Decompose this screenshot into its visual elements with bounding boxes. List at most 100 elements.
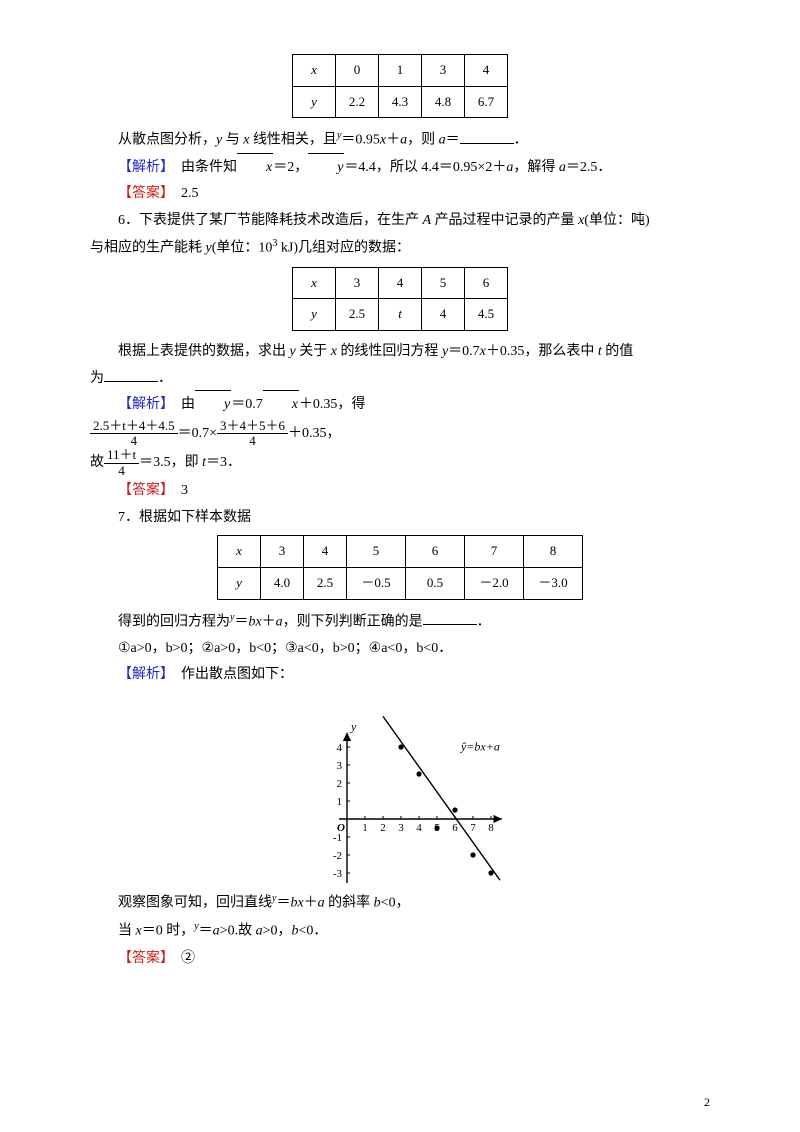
q5-table: x 0 1 3 4 y 2.2 4.3 4.8 6.7 [292,54,508,118]
text: 得到的回归方程为 [118,614,230,629]
text: 故 [90,455,104,470]
text: ＝3． [206,455,241,470]
text: ，则 [407,133,439,148]
text: >0.故 [220,924,256,939]
svg-text:2: 2 [337,778,343,790]
text: ＝4.4，所以 4.4＝0.95×2＋ [344,160,506,175]
cell: 4 [379,267,422,299]
cell: x [293,55,336,87]
text: ＝ [446,133,460,148]
cell: 0 [336,55,379,87]
svg-text:3: 3 [398,822,404,834]
text: ＋0.35，那么表中 [486,344,598,359]
svg-text:4: 4 [416,822,422,834]
text: 根据上表提供的数据，求出 [118,344,290,359]
cell: 4.3 [379,86,422,118]
q6-table: x 3 4 5 6 y 2.5 t 4 4.5 [292,267,508,331]
svg-text:2: 2 [380,822,386,834]
cell: 8 [524,536,583,568]
page-number: 2 [704,1091,710,1114]
q6-jx-2: 2.5＋t＋4＋4.54＝0.7×3＋4＋5＋64＋0.35， [90,419,710,449]
text: ＋0.35，得 [299,397,366,412]
cell: 6 [406,536,465,568]
text: ＋0.35， [288,426,341,441]
svg-text:-3: -3 [333,868,343,880]
text: 当 [118,924,136,939]
q7-post2: 当 x＝0 时，y＝a>0.故 a>0，b<0． [90,917,710,945]
text: 从散点图分析， [118,133,216,148]
text: ＝ [234,614,248,629]
q6-after-2: 为． [90,366,710,393]
cell: 0.5 [406,567,465,599]
text: 关于 [296,344,331,359]
svg-text:ŷ=bx+a: ŷ=bx+a [460,740,500,754]
svg-text:6: 6 [452,822,458,834]
text: 与相应的生产能耗 [90,241,206,256]
num: 7． [118,510,139,525]
svg-text:-2: -2 [333,850,342,862]
text: ＝ [199,924,213,939]
cell: －0.5 [347,567,406,599]
scatter-chart: 123456781234-1-2-3Oxyŷ=bx+a [295,693,505,883]
q6-jx-3: 故11＋t4＝3.5，即 t＝3． [90,448,710,478]
text: ． [477,614,491,629]
answer-blank [423,610,477,625]
analysis-tag: 【解析】 [118,160,167,175]
fraction: 2.5＋t＋4＋4.54 [90,419,178,449]
cell: x [293,267,336,299]
cell: 1 [379,55,422,87]
cell: 4.8 [422,86,465,118]
q5-analysis: 【解析】 由条件知x＝2，y＝4.4，所以 4.4＝0.95×2＋a，解得 a＝… [90,155,710,182]
q7-post1: 观察图象可知，回归直线y＝bx＋a 的斜率 b<0， [90,889,710,917]
q7-stem: 7．根据如下样本数据 [90,505,710,532]
text: ＝0.95 [341,133,380,148]
svg-text:O: O [337,822,345,834]
q6-after-1: 根据上表提供的数据，求出 y 关于 x 的线性回归方程 y＝0.7x＋0.35，… [90,339,710,366]
cell: 2.5 [304,567,347,599]
text: ＝ [276,896,290,911]
q6-stem-1: 6．下表提供了某厂节能降耗技术改造后，在生产 A 产品过程中记录的产量 x(单位… [90,208,710,235]
q5-line1: 从散点图分析，y 与 x 线性相关，且y＝0.95x＋a，则 a＝． [90,126,710,154]
cell: 5 [422,267,465,299]
q7-options: ①a>0，b>0；②a>0，b<0；③a<0，b>0；④a<0，b<0． [90,636,710,663]
q6-stem-2: 与相应的生产能耗 y(单位：103 kJ)几组对应的数据： [90,234,710,262]
text: 线性相关，且 [249,133,337,148]
cell: y [293,86,336,118]
answer-tag: 【答案】 [118,951,167,966]
svg-text:1: 1 [362,822,368,834]
text: ＋ [304,896,318,911]
text: <0． [298,924,327,939]
text: 根据如下样本数据 [139,510,251,525]
cell: 4 [304,536,347,568]
q7-answer: 【答案】 ② [90,946,710,973]
text: 3 [167,483,188,498]
text: >0， [263,924,292,939]
text: ② [167,951,195,966]
fraction: 3＋4＋5＋64 [217,419,288,449]
cell: 4 [465,55,508,87]
text: ＝3.5，即 [139,455,202,470]
text: ＝0.7 [448,344,480,359]
text: 下表提供了某厂节能降耗技术改造后，在生产 [139,213,423,228]
cell: 3 [261,536,304,568]
q6-answer: 【答案】 3 [90,478,710,505]
text: 与 [222,133,243,148]
text: 的值 [602,344,634,359]
svg-text:4: 4 [337,742,343,754]
cell: －3.0 [524,567,583,599]
text: ＝0.7 [231,397,263,412]
text: 产品过程中记录的产量 [431,213,578,228]
page: { "page_number": "2", "q5": { "table": {… [0,0,800,1132]
cell: t [379,299,422,331]
cell: 4 [422,299,465,331]
text: ＋ [386,133,400,148]
text: ＝2， [273,160,308,175]
text: ＝2.5． [566,160,612,175]
cell: 2.2 [336,86,379,118]
cell: 6 [465,267,508,299]
cell: 3 [336,267,379,299]
text: 观察图象可知，回归直线 [118,896,272,911]
q7-jx: 【解析】 作出散点图如下： [90,662,710,689]
svg-text:3: 3 [337,760,343,772]
analysis-tag: 【解析】 [118,667,167,682]
